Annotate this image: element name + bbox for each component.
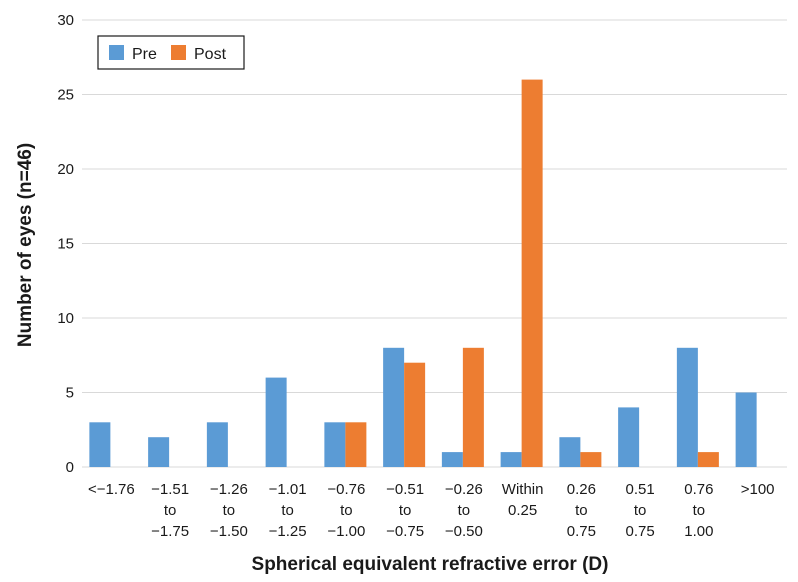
- x-tick-label: to: [164, 502, 177, 519]
- x-tick-label: to: [399, 502, 412, 519]
- x-tick-label: −0.51: [386, 481, 424, 498]
- x-tick-label: −0.26: [445, 481, 483, 498]
- x-tick-label: −1.00: [327, 523, 365, 540]
- x-tick-label: −1.01: [269, 481, 307, 498]
- x-tick-label: to: [281, 502, 294, 519]
- x-tick-label: Within: [502, 481, 544, 498]
- x-tick-label: to: [458, 502, 471, 519]
- legend-swatch-pre: [109, 45, 124, 60]
- bar-post: [580, 452, 602, 467]
- x-tick-label: −0.76: [327, 481, 365, 498]
- x-tick-label: 0.76: [684, 481, 713, 498]
- y-tick-label: 0: [66, 459, 74, 476]
- y-tick-label: 10: [57, 310, 74, 327]
- bar-pre: [735, 392, 757, 467]
- bars: [89, 79, 757, 467]
- x-tick-label: 0.26: [567, 481, 596, 498]
- x-tick-label: to: [634, 502, 647, 519]
- x-tick-label: <−1.76: [88, 481, 135, 498]
- bar-post: [521, 79, 543, 467]
- x-tick-label: −1.51: [151, 481, 189, 498]
- bar-post: [345, 422, 367, 467]
- legend-swatch-post: [171, 45, 186, 60]
- x-tick-label: −1.75: [151, 523, 189, 540]
- y-tick-label: 20: [57, 161, 74, 178]
- y-tick-labels: 0 5 10 15 20 25 30: [57, 12, 74, 476]
- x-tick-label: 0.75: [567, 523, 596, 540]
- gridlines: [82, 19, 787, 468]
- bar-pre: [265, 377, 287, 467]
- x-tick-label: 0.25: [508, 502, 537, 519]
- bar-pre: [89, 422, 111, 467]
- bar-pre: [148, 437, 170, 467]
- x-tick-label: to: [223, 502, 236, 519]
- bar-pre: [441, 452, 463, 467]
- bar-pre: [676, 347, 698, 467]
- bar-post: [697, 452, 719, 467]
- y-tick-label: 5: [66, 385, 74, 402]
- bar-pre: [559, 437, 581, 467]
- x-axis-title: Spherical equivalent refractive error (D…: [252, 554, 609, 575]
- x-tick-label: 0.75: [626, 523, 655, 540]
- x-tick-label: −1.26: [210, 481, 248, 498]
- x-tick-labels: <−1.76 −1.51 to −1.75 −1.26 to −1.50 −1.01 to −1.…: [88, 481, 775, 540]
- y-axis-title: Number of eyes (n=46): [15, 143, 36, 347]
- bar-post: [462, 347, 484, 467]
- x-tick-label: −0.75: [386, 523, 424, 540]
- legend: Pre Post: [97, 35, 245, 70]
- bar-pre: [324, 422, 346, 467]
- bar-pre: [500, 452, 522, 467]
- x-tick-label: to: [575, 502, 588, 519]
- bar-post: [404, 362, 426, 467]
- x-tick-label: −1.25: [269, 523, 307, 540]
- x-tick-label: to: [693, 502, 706, 519]
- legend-label-post: Post: [194, 46, 227, 63]
- x-tick-label: 0.51: [626, 481, 655, 498]
- x-tick-label: −1.50: [210, 523, 248, 540]
- bar-pre: [206, 422, 228, 467]
- x-tick-label: 1.00: [684, 523, 713, 540]
- x-tick-label: >100: [741, 481, 775, 498]
- y-tick-label: 30: [57, 12, 74, 29]
- y-tick-label: 15: [57, 236, 74, 253]
- x-tick-label: −0.50: [445, 523, 483, 540]
- x-tick-label: to: [340, 502, 353, 519]
- y-tick-label: 25: [57, 87, 74, 104]
- bar-pre: [383, 347, 405, 467]
- legend-label-pre: Pre: [132, 46, 157, 63]
- bar-pre: [618, 407, 640, 467]
